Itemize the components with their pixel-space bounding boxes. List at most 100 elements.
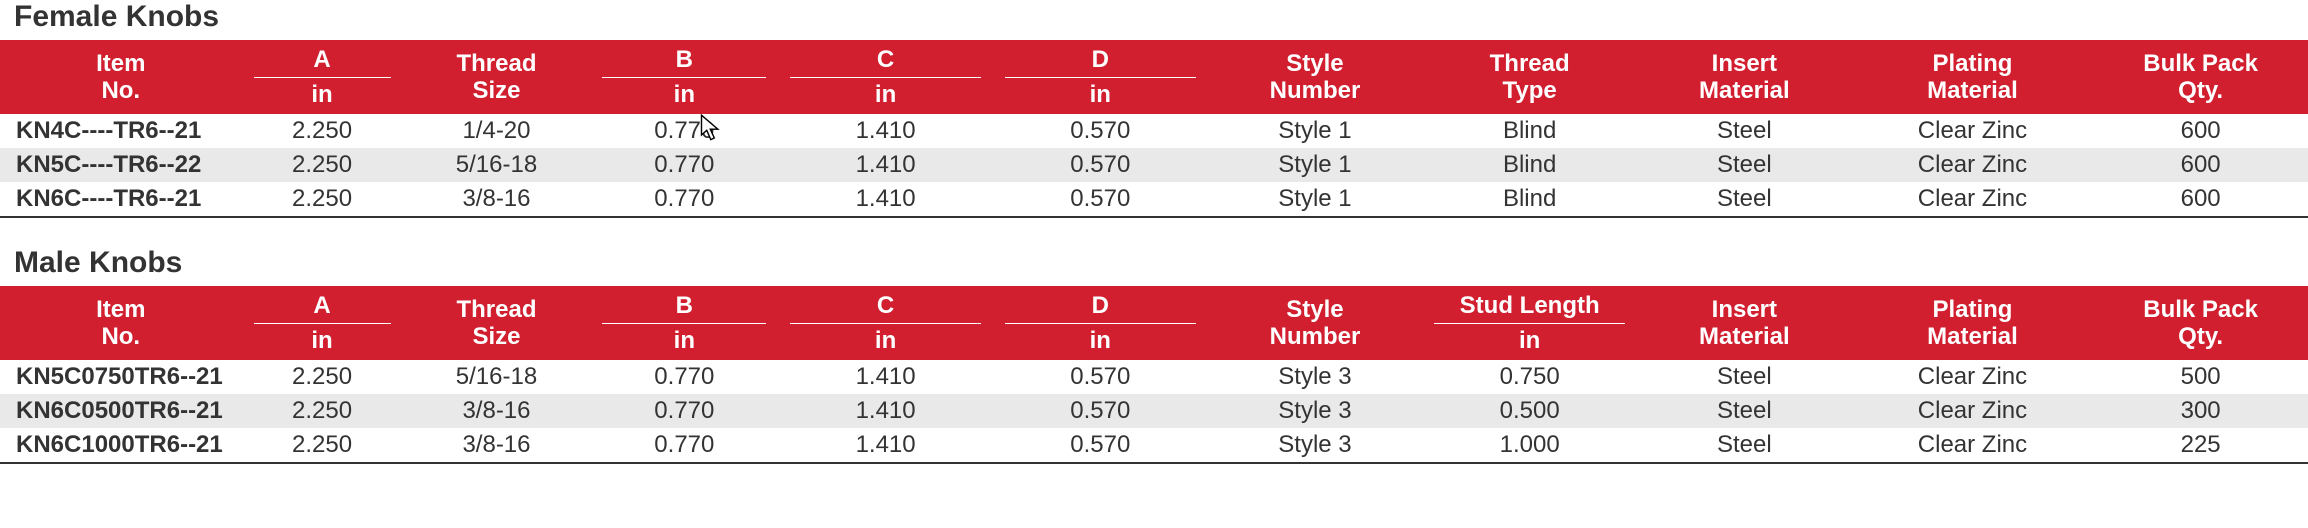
data-cell: 500 bbox=[2093, 360, 2308, 394]
header-bot: Size bbox=[411, 77, 583, 105]
data-cell: Steel bbox=[1637, 360, 1852, 394]
data-cell: Blind bbox=[1422, 182, 1637, 217]
column-header: Bin bbox=[590, 286, 778, 360]
header-bot: in bbox=[1001, 81, 1200, 109]
header-top: Bulk Pack bbox=[2105, 296, 2296, 324]
section-title: Female Knobs bbox=[0, 0, 2308, 40]
header-top: Style bbox=[1220, 296, 1411, 324]
data-cell: 2.250 bbox=[242, 394, 403, 428]
header-top: A bbox=[254, 46, 391, 78]
header-top: B bbox=[602, 46, 766, 78]
header-top: Insert bbox=[1649, 296, 1840, 324]
data-cell: 1.410 bbox=[778, 148, 993, 182]
item-no-cell: KN4C----TR6--21 bbox=[0, 114, 242, 148]
column-header: ItemNo. bbox=[0, 40, 242, 114]
data-cell: 0.570 bbox=[993, 360, 1208, 394]
item-no-cell: KN5C----TR6--22 bbox=[0, 148, 242, 182]
table-row: KN6C1000TR6--212.2503/8-160.7701.4100.57… bbox=[0, 428, 2308, 463]
data-table: ItemNo.AinThreadSizeBinCinDinStyleNumber… bbox=[0, 40, 2308, 218]
header-top: C bbox=[790, 292, 981, 324]
data-cell: Style 1 bbox=[1208, 148, 1423, 182]
column-header: ThreadSize bbox=[403, 286, 591, 360]
data-cell: Steel bbox=[1637, 428, 1852, 463]
data-cell: 1.410 bbox=[778, 360, 993, 394]
column-header: StyleNumber bbox=[1208, 286, 1423, 360]
header-bot: in bbox=[598, 327, 770, 355]
header-bot: in bbox=[786, 81, 985, 109]
data-cell: 0.770 bbox=[590, 428, 778, 463]
data-cell: 2.250 bbox=[242, 148, 403, 182]
column-header: Cin bbox=[778, 286, 993, 360]
data-cell: Style 1 bbox=[1208, 182, 1423, 217]
column-header: Ain bbox=[242, 286, 403, 360]
column-header: Din bbox=[993, 40, 1208, 114]
header-top: Style bbox=[1220, 50, 1411, 78]
header-bot: Material bbox=[1645, 323, 1844, 351]
table-section: Male KnobsItemNo.AinThreadSizeBinCinDinS… bbox=[0, 246, 2308, 464]
data-cell: Steel bbox=[1637, 394, 1852, 428]
header-top: Thread bbox=[1434, 50, 1625, 78]
header-bot: Type bbox=[1430, 77, 1629, 105]
header-bot: Number bbox=[1216, 323, 1415, 351]
data-cell: Clear Zinc bbox=[1852, 182, 2094, 217]
data-cell: 5/16-18 bbox=[403, 360, 591, 394]
header-top: Insert bbox=[1649, 50, 1840, 78]
header-top: Plating bbox=[1864, 296, 2082, 324]
column-header: Bulk PackQty. bbox=[2093, 40, 2308, 114]
data-cell: Steel bbox=[1637, 114, 1852, 148]
item-no-cell: KN6C----TR6--21 bbox=[0, 182, 242, 217]
header-top: D bbox=[1005, 292, 1196, 324]
data-cell: Clear Zinc bbox=[1852, 360, 2094, 394]
data-cell: Clear Zinc bbox=[1852, 114, 2094, 148]
header-bot: No. bbox=[8, 323, 234, 351]
data-cell: 3/8-16 bbox=[403, 182, 591, 217]
header-bot: in bbox=[598, 81, 770, 109]
data-cell: 225 bbox=[2093, 428, 2308, 463]
data-cell: 0.570 bbox=[993, 428, 1208, 463]
data-cell: Clear Zinc bbox=[1852, 428, 2094, 463]
column-header: PlatingMaterial bbox=[1852, 286, 2094, 360]
item-no-cell: KN5C0750TR6--21 bbox=[0, 360, 242, 394]
header-bot: in bbox=[250, 327, 395, 355]
data-cell: Clear Zinc bbox=[1852, 148, 2094, 182]
table-section: Female KnobsItemNo.AinThreadSizeBinCinDi… bbox=[0, 0, 2308, 218]
data-cell: 5/16-18 bbox=[403, 148, 591, 182]
data-cell: Blind bbox=[1422, 114, 1637, 148]
data-cell: 0.770 bbox=[590, 360, 778, 394]
column-header: PlatingMaterial bbox=[1852, 40, 2094, 114]
header-top: Item bbox=[12, 296, 230, 324]
header-top: Bulk Pack bbox=[2105, 50, 2296, 78]
data-cell: 3/8-16 bbox=[403, 394, 591, 428]
table-row: KN6C----TR6--212.2503/8-160.7701.4100.57… bbox=[0, 182, 2308, 217]
data-cell: 1.000 bbox=[1422, 428, 1637, 463]
header-bot: Number bbox=[1216, 77, 1415, 105]
data-cell: 1/4-20 bbox=[403, 114, 591, 148]
data-cell: 1.410 bbox=[778, 394, 993, 428]
data-cell: Blind bbox=[1422, 148, 1637, 182]
header-bot: Qty. bbox=[2101, 323, 2300, 351]
column-header: Cin bbox=[778, 40, 993, 114]
header-bot: Qty. bbox=[2101, 77, 2300, 105]
data-cell: 600 bbox=[2093, 114, 2308, 148]
column-header: ThreadSize bbox=[403, 40, 591, 114]
header-top: Thread bbox=[415, 296, 579, 324]
item-no-cell: KN6C0500TR6--21 bbox=[0, 394, 242, 428]
data-cell: 1.410 bbox=[778, 182, 993, 217]
data-cell: 1.410 bbox=[778, 428, 993, 463]
column-header: Bin bbox=[590, 40, 778, 114]
column-header: StyleNumber bbox=[1208, 40, 1423, 114]
data-cell: 0.770 bbox=[590, 182, 778, 217]
data-cell: 2.250 bbox=[242, 360, 403, 394]
data-cell: 0.570 bbox=[993, 148, 1208, 182]
data-cell: Style 3 bbox=[1208, 428, 1423, 463]
header-row: ItemNo.AinThreadSizeBinCinDinStyleNumber… bbox=[0, 40, 2308, 114]
column-header: Stud Lengthin bbox=[1422, 286, 1637, 360]
column-header: Bulk PackQty. bbox=[2093, 286, 2308, 360]
header-top: Stud Length bbox=[1434, 292, 1625, 324]
column-header: InsertMaterial bbox=[1637, 286, 1852, 360]
data-table: ItemNo.AinThreadSizeBinCinDinStyleNumber… bbox=[0, 286, 2308, 464]
header-bot: Size bbox=[411, 323, 583, 351]
data-cell: 0.500 bbox=[1422, 394, 1637, 428]
header-row: ItemNo.AinThreadSizeBinCinDinStyleNumber… bbox=[0, 286, 2308, 360]
table-row: KN4C----TR6--212.2501/4-200.7701.4100.57… bbox=[0, 114, 2308, 148]
